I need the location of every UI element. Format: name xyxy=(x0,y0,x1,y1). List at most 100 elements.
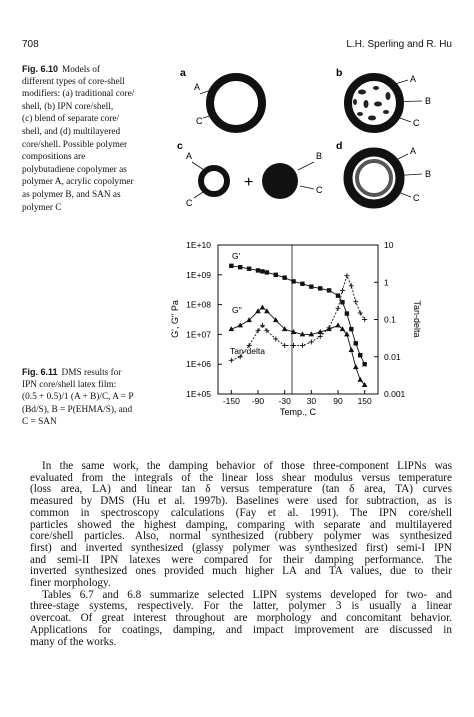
panel-letter: c xyxy=(177,140,183,152)
y2-tick-label: 1 xyxy=(384,277,389,287)
label: C xyxy=(413,193,420,203)
y2-tick-label: 0.001 xyxy=(384,389,406,399)
text-line: common in spectroscopy calculations (Fay… xyxy=(30,506,452,519)
point xyxy=(281,326,288,332)
x-axis-label: Temp., C xyxy=(280,407,317,417)
text-line: In the same work, the damping behavior o… xyxy=(42,460,452,472)
label: C xyxy=(186,198,193,208)
point xyxy=(326,325,332,331)
running-head: L.H. Sperling and R. Hu xyxy=(346,39,452,50)
x-tick-label: 150 xyxy=(358,396,372,406)
label: B xyxy=(425,169,431,179)
text-line: overcoat. Of great interest throughout a… xyxy=(30,612,452,625)
point xyxy=(273,336,279,342)
label: C xyxy=(316,185,323,195)
x-tick-label: -30 xyxy=(279,396,292,406)
y-tick-label: 1E+08 xyxy=(186,300,211,310)
x-tick-label: -90 xyxy=(252,396,265,406)
text-line: Tables 6.7 and 6.8 summarize selected LI… xyxy=(42,588,452,601)
point xyxy=(228,357,234,363)
caption-line: polybutadiene copolymer as xyxy=(22,164,127,175)
point xyxy=(317,333,323,339)
y2-tick-label: 10 xyxy=(384,240,394,250)
label: C xyxy=(413,118,420,128)
point xyxy=(255,308,261,314)
point xyxy=(309,284,314,289)
x-tick-label: -150 xyxy=(223,396,240,406)
diagram: a A C b A B C c A B C C + d A xyxy=(177,67,431,209)
series-label: Tan-delta xyxy=(230,346,265,356)
caption-line: shell, and (d) multilayered xyxy=(22,127,121,137)
point xyxy=(291,279,296,284)
point xyxy=(246,343,252,349)
point xyxy=(290,329,297,335)
point xyxy=(282,275,287,280)
text-line: evaluated from the integrals of the line… xyxy=(30,471,452,484)
y-tick-label: 1E+05 xyxy=(186,389,211,399)
point xyxy=(291,343,297,349)
point xyxy=(362,362,367,367)
point xyxy=(358,353,363,358)
label: A xyxy=(410,74,416,84)
caption-line: IPN core/shell latex film: xyxy=(22,379,117,390)
point xyxy=(259,322,265,328)
caption-line: Fig. 6.11 DMS results for xyxy=(22,366,121,380)
leader xyxy=(193,191,204,199)
y-tick-label: 1E+07 xyxy=(186,329,211,339)
x-tick-label: 30 xyxy=(307,396,317,406)
particle xyxy=(262,163,298,199)
point xyxy=(264,270,270,275)
page-number: 708 xyxy=(22,39,39,50)
label: B xyxy=(425,96,431,106)
point xyxy=(300,281,305,286)
point xyxy=(353,299,359,305)
point xyxy=(299,331,306,337)
y-tick-label: 1E+10 xyxy=(186,240,211,250)
point xyxy=(339,288,345,294)
label: A xyxy=(194,82,200,92)
text-line: finer morphology. xyxy=(30,577,111,589)
point xyxy=(362,317,368,322)
point xyxy=(361,382,368,388)
plus: + xyxy=(244,174,253,191)
caption-line: Fig. 6.10 Models of xyxy=(22,63,100,77)
series-label: G' xyxy=(232,251,241,261)
caption-line: (0.5 + 0.5)/1 (A + B)/C, A = P xyxy=(22,392,134,403)
caption-line: shell, (b) IPN core/shell, xyxy=(22,101,114,112)
point xyxy=(238,264,243,270)
point xyxy=(264,328,270,334)
text-line: many of the works. xyxy=(30,635,117,648)
label: A xyxy=(186,151,192,161)
point xyxy=(299,343,305,349)
point xyxy=(352,364,359,370)
caption-line: (Bd/S), B = P(EHMA/S), and xyxy=(22,404,133,415)
leader xyxy=(297,161,315,171)
point xyxy=(264,308,270,314)
point xyxy=(237,354,243,360)
point xyxy=(344,273,350,279)
leader xyxy=(395,153,409,161)
label: C xyxy=(196,116,203,126)
point xyxy=(340,300,345,305)
caption-text: Models of xyxy=(62,65,100,75)
caption-line: core/shell. Possible polymer xyxy=(22,139,128,150)
point xyxy=(246,317,252,323)
leader xyxy=(394,79,409,85)
text-line: particles showed the highest damping, co… xyxy=(30,518,452,531)
point xyxy=(344,311,350,316)
caption-text: DMS results for xyxy=(61,368,122,378)
text-line: core/shell particles. Also, normal synth… xyxy=(30,530,452,543)
caption-line: polymer C xyxy=(22,202,62,213)
point xyxy=(339,326,346,332)
point xyxy=(273,272,278,277)
point xyxy=(348,283,354,289)
y-axis-label: G', G'' Pa xyxy=(170,300,180,338)
y-tick-label: 1E+09 xyxy=(186,270,211,280)
text-line: first) and inverted synthesized (glassy … xyxy=(30,541,452,554)
point xyxy=(308,339,314,345)
x-tick-label: 90 xyxy=(333,396,343,406)
point xyxy=(357,376,364,382)
point xyxy=(335,305,341,311)
point xyxy=(259,304,266,310)
